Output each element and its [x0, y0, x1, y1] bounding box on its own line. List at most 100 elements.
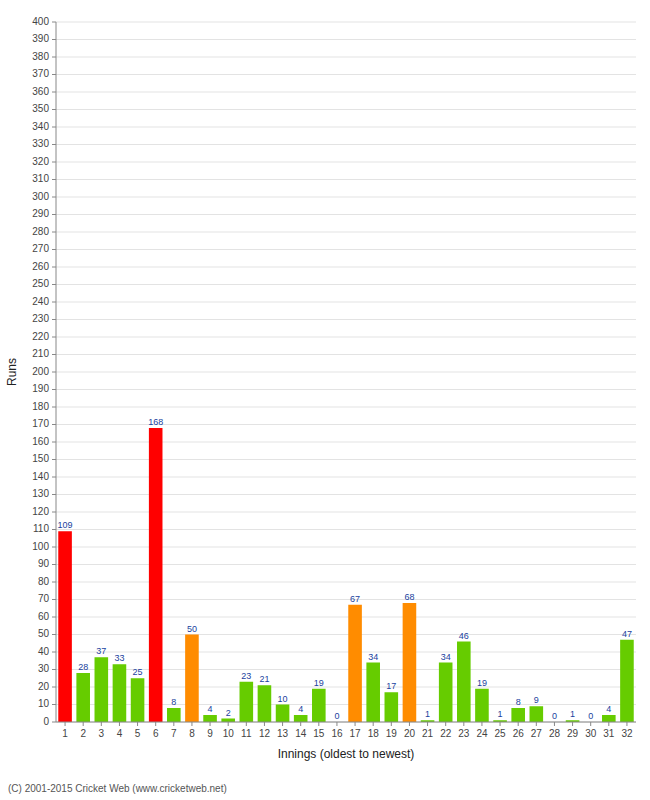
- x-tick: [210, 722, 211, 726]
- y-tick-label: 120: [32, 506, 49, 517]
- y-tick-label: 330: [32, 138, 49, 149]
- y-tick-label: 10: [38, 698, 50, 709]
- data-label: 109: [58, 520, 73, 530]
- data-label: 67: [350, 594, 360, 604]
- data-label: 34: [368, 652, 378, 662]
- data-label: 34: [441, 652, 451, 662]
- x-tick-label: 7: [171, 728, 177, 739]
- x-tick: [300, 722, 301, 726]
- bar: [76, 673, 90, 722]
- data-label: 0: [588, 711, 593, 721]
- bar: [113, 664, 127, 722]
- x-tick: [463, 722, 464, 726]
- y-axis-line: [56, 22, 57, 722]
- y-tick: [52, 652, 56, 653]
- x-tick-label: 3: [99, 728, 105, 739]
- x-tick: [155, 722, 156, 726]
- data-label: 4: [606, 704, 611, 714]
- x-tick-label: 14: [295, 728, 307, 739]
- y-tick: [52, 459, 56, 460]
- x-tick: [65, 722, 66, 726]
- y-tick-label: 240: [32, 296, 49, 307]
- bar: [95, 657, 109, 722]
- y-tick: [52, 284, 56, 285]
- y-tick: [52, 197, 56, 198]
- y-tick: [52, 319, 56, 320]
- y-tick-label: 20: [38, 681, 50, 692]
- y-tick-label: 270: [32, 243, 49, 254]
- x-tick-label: 27: [531, 728, 543, 739]
- grid-line: [56, 564, 636, 565]
- x-tick-label: 12: [259, 728, 271, 739]
- y-tick-label: 380: [32, 51, 49, 62]
- footer: (C) 2001-2015 Cricket Web (www.cricketwe…: [8, 783, 227, 794]
- data-label: 1: [425, 709, 430, 719]
- y-tick-label: 50: [38, 628, 50, 639]
- y-tick: [52, 722, 56, 723]
- grid-line: [56, 442, 636, 443]
- y-tick: [52, 249, 56, 250]
- data-label: 0: [552, 711, 557, 721]
- grid-line: [56, 407, 636, 408]
- x-tick: [536, 722, 537, 726]
- x-tick: [445, 722, 446, 726]
- y-tick-label: 190: [32, 383, 49, 394]
- y-tick-label: 230: [32, 313, 49, 324]
- data-label: 33: [114, 653, 124, 663]
- data-label: 19: [477, 678, 487, 688]
- x-tick-label: 17: [350, 728, 362, 739]
- x-axis: 1234567891011121314151617181920212223242…: [56, 722, 636, 739]
- y-tick: [52, 372, 56, 373]
- x-tick: [608, 722, 609, 726]
- data-labels: 1092837332516885042232110419067341768134…: [58, 417, 632, 721]
- y-tick: [52, 424, 56, 425]
- y-tick-label: 400: [32, 16, 49, 27]
- grid-line: [56, 494, 636, 495]
- x-tick-label: 31: [603, 728, 615, 739]
- x-tick: [427, 722, 428, 726]
- data-label: 4: [298, 704, 303, 714]
- data-label: 25: [133, 667, 143, 677]
- grid-line: [56, 599, 636, 600]
- grid-line: [56, 337, 636, 338]
- x-tick-label: 32: [621, 728, 633, 739]
- y-tick-label: 60: [38, 611, 50, 622]
- bars: [58, 428, 633, 722]
- bar: [457, 642, 471, 723]
- x-tick: [481, 722, 482, 726]
- x-tick: [336, 722, 337, 726]
- grid-line: [56, 39, 636, 40]
- y-tick-label: 90: [38, 558, 50, 569]
- y-tick: [52, 704, 56, 705]
- y-tick-label: 340: [32, 121, 49, 132]
- y-tick: [52, 214, 56, 215]
- y-tick: [52, 179, 56, 180]
- bar: [58, 531, 72, 722]
- x-tick: [518, 722, 519, 726]
- x-tick: [409, 722, 410, 726]
- y-tick: [52, 494, 56, 495]
- x-tick-label: 20: [404, 728, 416, 739]
- y-tick-label: 140: [32, 471, 49, 482]
- x-tick-label: 6: [153, 728, 159, 739]
- y-tick-label: 320: [32, 156, 49, 167]
- bar: [620, 640, 634, 722]
- x-tick-label: 1: [62, 728, 68, 739]
- y-tick: [52, 512, 56, 513]
- y-tick-label: 100: [32, 541, 49, 552]
- y-tick: [52, 74, 56, 75]
- y-tick: [52, 39, 56, 40]
- data-label: 28: [78, 662, 88, 672]
- x-tick: [626, 722, 627, 726]
- grid-line: [56, 652, 636, 653]
- x-tick: [373, 722, 374, 726]
- bar: [276, 705, 290, 723]
- data-label: 47: [622, 629, 632, 639]
- y-tick: [52, 442, 56, 443]
- x-tick-label: 15: [313, 728, 325, 739]
- y-tick-label: 300: [32, 191, 49, 202]
- y-tick: [52, 354, 56, 355]
- x-tick: [246, 722, 247, 726]
- x-tick-label: 8: [189, 728, 195, 739]
- grid-line: [56, 669, 636, 670]
